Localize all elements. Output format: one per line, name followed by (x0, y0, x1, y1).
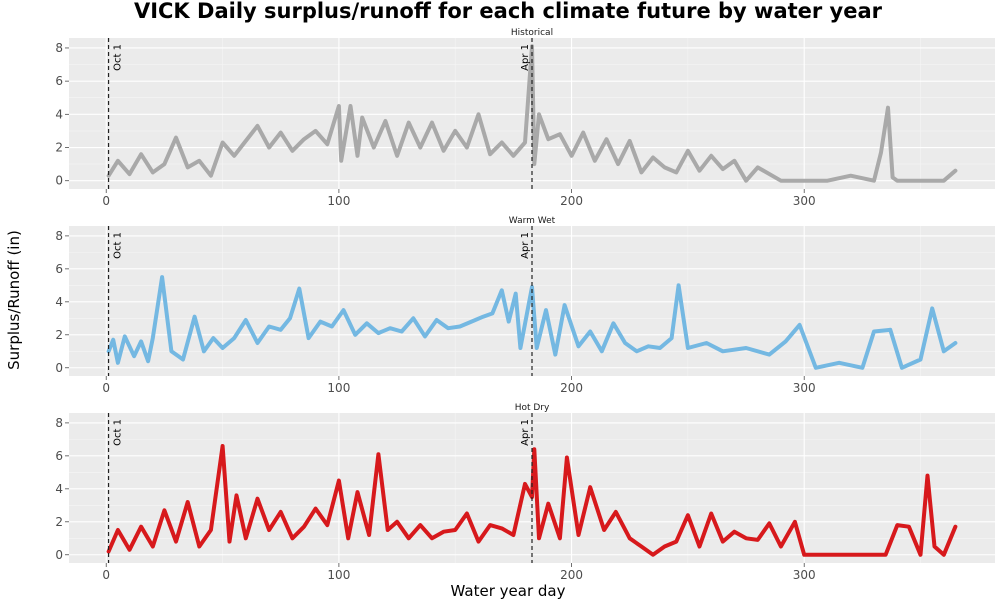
x-tick-label: 200 (560, 568, 583, 582)
y-tick-label: 8 (55, 416, 63, 430)
y-tick-label: 0 (55, 361, 63, 375)
x-axis-label: Water year day (451, 582, 566, 600)
panel-title: Hot Dry (515, 403, 550, 413)
y-tick-label: 0 (55, 174, 63, 188)
x-tick-label: 0 (102, 381, 110, 395)
reference-line-label: Apr 1 (520, 44, 531, 71)
y-axis-label: Surplus/Runoff (in) (5, 230, 23, 370)
x-tick-label: 0 (102, 194, 110, 208)
y-tick-label: 4 (55, 295, 63, 309)
reference-line-label: Oct 1 (113, 44, 124, 71)
y-tick-label: 6 (55, 74, 63, 88)
panel-title: Historical (511, 28, 553, 38)
y-tick-label: 2 (55, 328, 63, 342)
y-tick-label: 6 (55, 449, 63, 463)
panel-historical: 0 2 4 6 8 0 100 200 300 Historical Oct 1 Apr 1 (55, 28, 995, 208)
y-tick-label: 0 (55, 548, 63, 562)
x-tick-label: 100 (327, 194, 350, 208)
reference-line-label: Oct 1 (113, 232, 124, 259)
y-tick-label: 2 (55, 515, 63, 529)
series-line (106, 44, 958, 183)
reference-line-label: Oct 1 (113, 419, 124, 446)
x-tick-label: 0 (102, 568, 110, 582)
panel-title: Warm Wet (509, 216, 556, 226)
chart-title: VICK Daily surplus/runoff for each clima… (134, 0, 883, 23)
x-tick-label: 200 (560, 381, 583, 395)
reference-line-label: Apr 1 (520, 419, 531, 446)
x-tick-label: 200 (560, 194, 583, 208)
panel-hot-dry: 0 2 4 6 8 0 100 200 300 Hot Dry Oct 1 Apr 1 (55, 403, 995, 582)
y-tick-label: 4 (55, 107, 63, 121)
y-tick-label: 4 (55, 482, 63, 496)
panel-warm-wet: 0 2 4 6 8 0 100 200 300 Warm Wet Oct 1 Apr 1 (55, 216, 995, 395)
x-tick-label: 300 (793, 381, 816, 395)
y-tick-label: 8 (55, 41, 63, 55)
series-line (106, 444, 958, 557)
series-line (106, 275, 958, 370)
y-tick-label: 8 (55, 229, 63, 243)
x-tick-label: 100 (327, 568, 350, 582)
reference-line-label: Apr 1 (520, 232, 531, 259)
x-tick-label: 300 (793, 194, 816, 208)
x-tick-label: 300 (793, 568, 816, 582)
y-tick-label: 2 (55, 141, 63, 155)
x-tick-label: 100 (327, 381, 350, 395)
y-tick-label: 6 (55, 262, 63, 276)
